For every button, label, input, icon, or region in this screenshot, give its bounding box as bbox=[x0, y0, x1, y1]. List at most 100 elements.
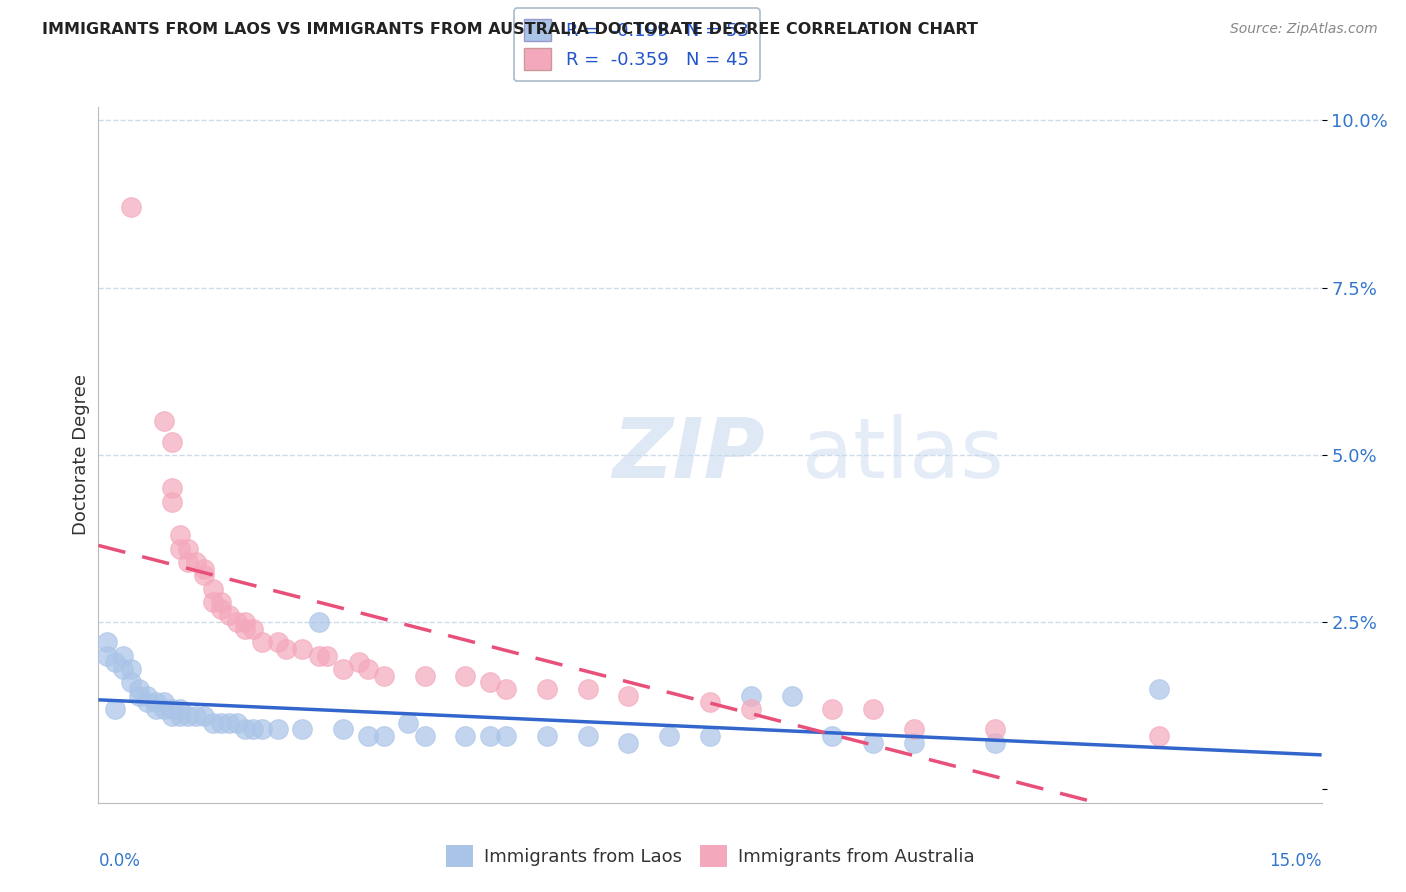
Point bbox=[740, 689, 762, 703]
Point bbox=[332, 662, 354, 676]
Point bbox=[160, 482, 183, 496]
Point bbox=[145, 702, 167, 716]
Text: ZIP: ZIP bbox=[612, 415, 765, 495]
Point bbox=[576, 729, 599, 743]
Point bbox=[136, 689, 159, 703]
Point bbox=[862, 735, 884, 749]
Point bbox=[111, 648, 134, 663]
Point bbox=[984, 723, 1007, 737]
Point bbox=[169, 528, 191, 542]
Point bbox=[242, 622, 264, 636]
Point bbox=[740, 702, 762, 716]
Point bbox=[308, 615, 330, 630]
Text: 15.0%: 15.0% bbox=[1270, 852, 1322, 870]
Point bbox=[699, 696, 721, 710]
Point bbox=[291, 723, 314, 737]
Point bbox=[218, 715, 240, 730]
Point bbox=[201, 582, 224, 596]
Point bbox=[193, 562, 215, 576]
Point bbox=[250, 723, 273, 737]
Point bbox=[821, 729, 844, 743]
Point bbox=[177, 708, 200, 723]
Point bbox=[201, 715, 224, 730]
Point bbox=[356, 662, 378, 676]
Point bbox=[478, 675, 501, 690]
Point bbox=[169, 541, 191, 556]
Point bbox=[250, 635, 273, 649]
Point bbox=[315, 648, 337, 663]
Point bbox=[209, 602, 232, 616]
Point bbox=[821, 702, 844, 716]
Point bbox=[349, 655, 371, 669]
Point bbox=[96, 635, 118, 649]
Point bbox=[1147, 681, 1170, 696]
Point bbox=[186, 708, 208, 723]
Point bbox=[193, 708, 215, 723]
Point bbox=[218, 608, 240, 623]
Point bbox=[104, 702, 127, 716]
Point bbox=[193, 568, 215, 582]
Point bbox=[413, 669, 436, 683]
Point bbox=[169, 702, 191, 716]
Point bbox=[160, 434, 183, 449]
Legend: Immigrants from Laos, Immigrants from Australia: Immigrants from Laos, Immigrants from Au… bbox=[439, 838, 981, 874]
Point bbox=[267, 635, 290, 649]
Point bbox=[903, 735, 925, 749]
Text: Source: ZipAtlas.com: Source: ZipAtlas.com bbox=[1230, 22, 1378, 37]
Point bbox=[152, 414, 174, 429]
Point bbox=[699, 729, 721, 743]
Point bbox=[160, 702, 183, 716]
Point bbox=[209, 715, 232, 730]
Point bbox=[242, 723, 264, 737]
Point bbox=[104, 655, 127, 669]
Text: atlas: atlas bbox=[801, 415, 1004, 495]
Point bbox=[226, 615, 249, 630]
Point bbox=[984, 735, 1007, 749]
Point bbox=[177, 555, 200, 569]
Point bbox=[96, 648, 118, 663]
Point bbox=[233, 723, 256, 737]
Point bbox=[111, 662, 134, 676]
Point bbox=[209, 595, 232, 609]
Point bbox=[373, 729, 395, 743]
Point bbox=[495, 681, 517, 696]
Point bbox=[536, 729, 558, 743]
Point bbox=[291, 642, 314, 657]
Point bbox=[617, 689, 640, 703]
Point bbox=[152, 696, 174, 710]
Point bbox=[233, 622, 256, 636]
Point bbox=[177, 541, 200, 556]
Point bbox=[136, 696, 159, 710]
Point bbox=[186, 555, 208, 569]
Point bbox=[495, 729, 517, 743]
Text: 0.0%: 0.0% bbox=[98, 852, 141, 870]
Point bbox=[1147, 729, 1170, 743]
Point bbox=[160, 708, 183, 723]
Point bbox=[536, 681, 558, 696]
Point bbox=[274, 642, 297, 657]
Point bbox=[658, 729, 681, 743]
Point bbox=[332, 723, 354, 737]
Point bbox=[226, 715, 249, 730]
Point bbox=[120, 675, 142, 690]
Y-axis label: Doctorate Degree: Doctorate Degree bbox=[72, 375, 90, 535]
Point bbox=[454, 729, 477, 743]
Point bbox=[308, 648, 330, 663]
Text: IMMIGRANTS FROM LAOS VS IMMIGRANTS FROM AUSTRALIA DOCTORATE DEGREE CORRELATION C: IMMIGRANTS FROM LAOS VS IMMIGRANTS FROM … bbox=[42, 22, 979, 37]
Point bbox=[903, 723, 925, 737]
Point bbox=[454, 669, 477, 683]
Point bbox=[160, 494, 183, 508]
Point bbox=[145, 696, 167, 710]
Point bbox=[233, 615, 256, 630]
Point bbox=[201, 595, 224, 609]
Point bbox=[169, 708, 191, 723]
Point bbox=[356, 729, 378, 743]
Point bbox=[780, 689, 803, 703]
Point bbox=[120, 201, 142, 215]
Point bbox=[120, 662, 142, 676]
Point bbox=[478, 729, 501, 743]
Point bbox=[862, 702, 884, 716]
Point bbox=[152, 702, 174, 716]
Point bbox=[576, 681, 599, 696]
Point bbox=[373, 669, 395, 683]
